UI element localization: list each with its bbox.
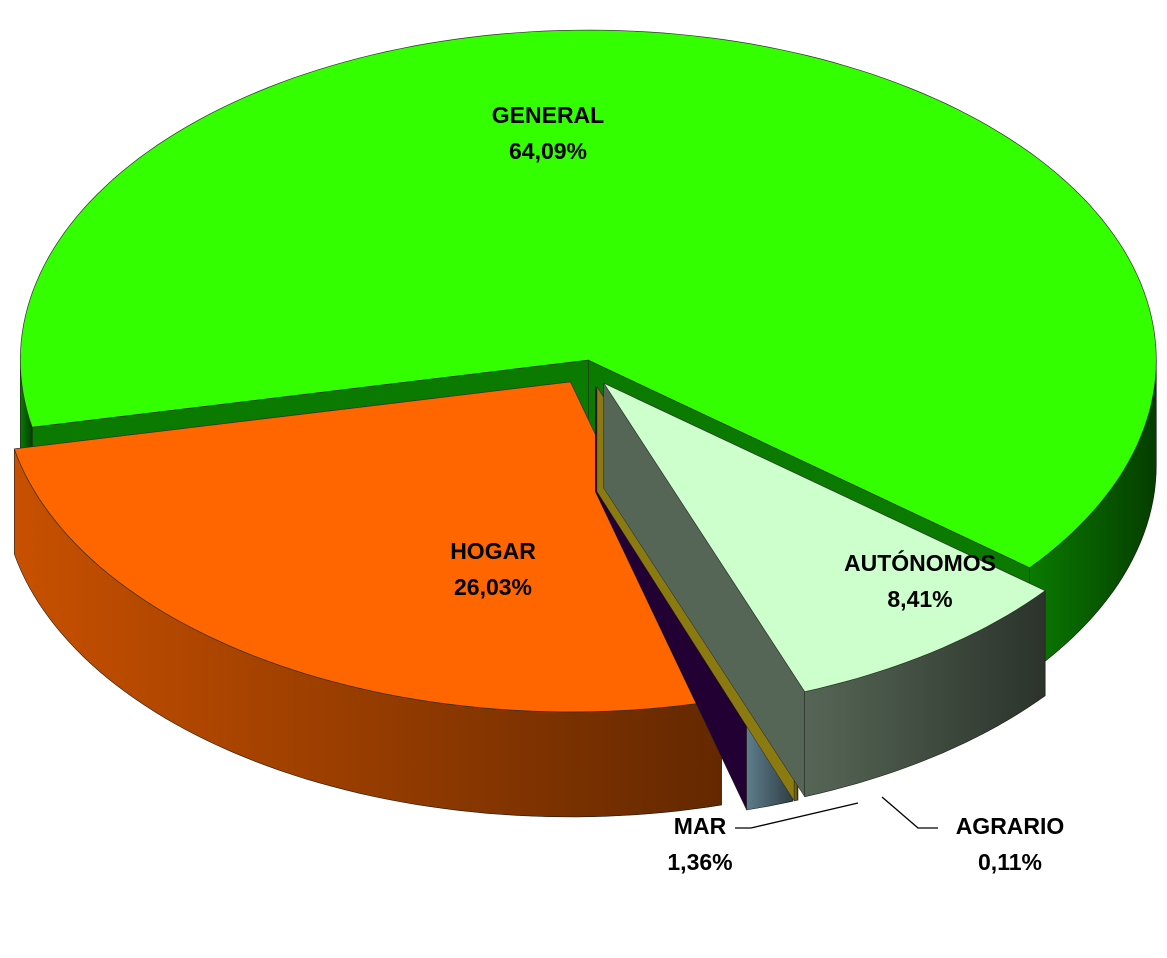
slice-wall-shade — [14, 448, 722, 817]
slice-value-label: 1,36% — [667, 849, 732, 875]
leader-line — [735, 802, 859, 829]
slice-top — [602, 382, 1046, 693]
slice-value-label: 26,03% — [454, 574, 532, 600]
slice-label: AUTÓNOMOS — [844, 549, 996, 576]
slice-wall-shade — [1029, 360, 1157, 673]
leader-line — [881, 796, 938, 829]
slice-label: HOGAR — [450, 538, 536, 564]
slice-top — [13, 381, 723, 713]
slice-value-label: 64,09% — [509, 138, 587, 164]
slice-wall-shade — [804, 590, 1046, 797]
slice-top — [19, 29, 1157, 569]
slice-value-label: 8,41% — [887, 586, 952, 612]
slice-label: AGRARIO — [956, 813, 1065, 839]
slice-label: GENERAL — [492, 102, 604, 128]
slice-value-label: 0,11% — [978, 849, 1042, 875]
slice-label: MAR — [674, 813, 727, 839]
pie-slice — [13, 381, 723, 818]
pie-slice — [602, 382, 1046, 798]
